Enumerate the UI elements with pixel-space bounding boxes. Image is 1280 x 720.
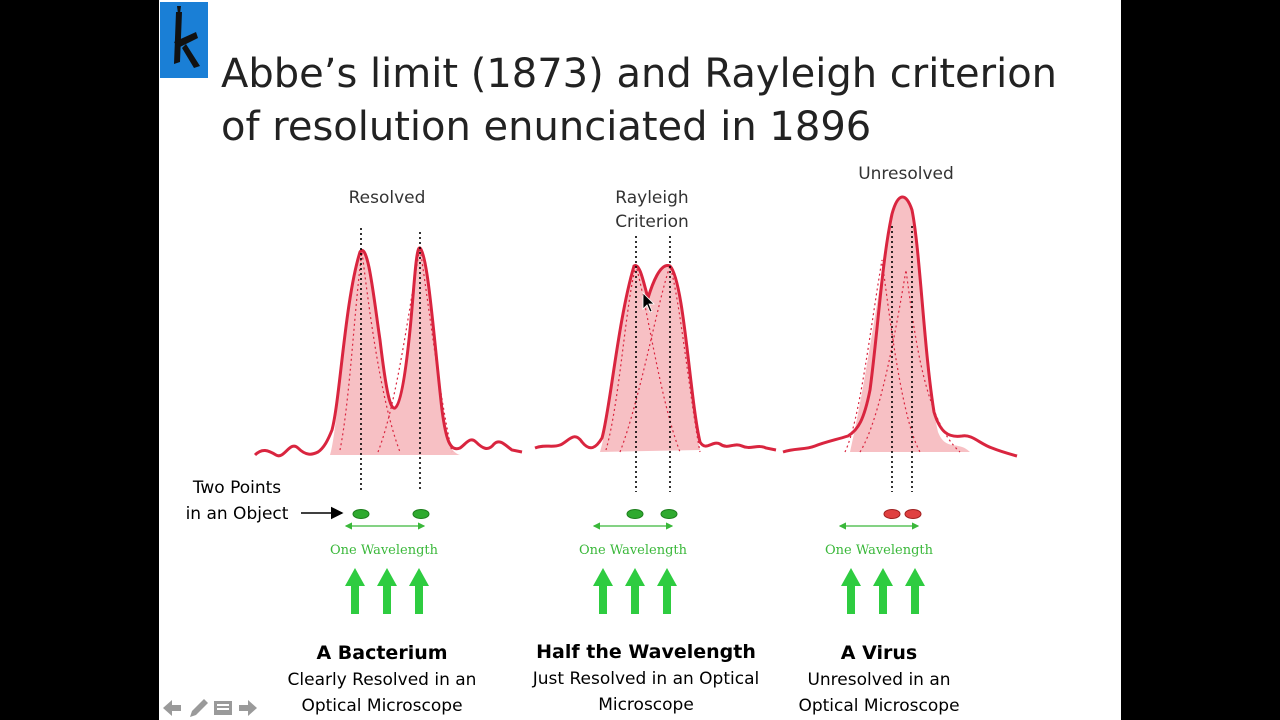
- caption-line-2: Optical Microscope: [301, 696, 462, 716]
- unresolved-heading: Unresolved: [858, 164, 954, 184]
- caption-title: A Virus: [841, 642, 917, 664]
- slide: Abbe’s limit (1873) and Rayleigh criteri…: [159, 0, 1121, 720]
- point-dot: [660, 509, 678, 519]
- caption-line-1: Unresolved in an: [807, 670, 950, 690]
- resolved-curve: [253, 246, 523, 458]
- unresolved-curve: [782, 195, 1018, 458]
- light-arrows: [593, 568, 677, 614]
- logo: [160, 2, 208, 78]
- wavelength-label: One Wavelength: [579, 543, 688, 558]
- caption-title: A Bacterium: [316, 642, 447, 664]
- panel-unresolved: Unresolved One Wavelength A Virus Unreso…: [782, 164, 1018, 716]
- wavelength-label: One Wavelength: [825, 543, 934, 558]
- rayleigh-heading-line-1: Rayleigh: [615, 188, 688, 208]
- light-arrows: [841, 568, 925, 614]
- light-arrows: [345, 568, 429, 614]
- wavelength-label: One Wavelength: [330, 543, 439, 558]
- resolved-heading: Resolved: [349, 188, 426, 208]
- panel-resolved: Resolved One Wavelength A Bacterium Clea…: [253, 188, 523, 716]
- slide-title: Abbe’s limit (1873) and Rayleigh criteri…: [221, 48, 1101, 154]
- caption-line-1: Clearly Resolved in an: [288, 670, 477, 690]
- slides-menu-icon[interactable]: [214, 701, 232, 715]
- pen-icon[interactable]: [190, 699, 208, 717]
- point-dot: [412, 509, 430, 519]
- title-line-1: Abbe’s limit (1873) and Rayleigh criteri…: [221, 51, 1058, 97]
- forward-arrow-icon[interactable]: [239, 700, 257, 716]
- two-points-label-line-2: in an Object: [186, 504, 289, 524]
- panel-rayleigh: Rayleigh Criterion One Wavelength Half t…: [532, 188, 777, 715]
- point-dot: [883, 509, 901, 519]
- point-dot: [352, 509, 370, 519]
- caption-line-1: Just Resolved in an Optical: [532, 669, 759, 689]
- point-dot: [626, 509, 644, 519]
- back-arrow-icon[interactable]: [163, 700, 181, 716]
- two-points-label-line-1: Two Points: [192, 478, 281, 498]
- slide-nav: [161, 695, 261, 720]
- resolved-curve-fill: [330, 247, 460, 455]
- rayleigh-heading-line-2: Criterion: [615, 212, 689, 232]
- mouse-cursor-icon: [642, 292, 655, 313]
- caption-title: Half the Wavelength: [536, 641, 756, 663]
- resolution-diagram: Resolved One Wavelength A Bacterium Clea…: [186, 164, 1018, 716]
- unresolved-curve-fill: [850, 197, 970, 452]
- title-line-2: of resolution enunciated in 1896: [221, 104, 872, 150]
- point-dot: [904, 509, 922, 519]
- caption-line-2: Optical Microscope: [798, 696, 959, 716]
- caption-line-2: Microscope: [598, 695, 694, 715]
